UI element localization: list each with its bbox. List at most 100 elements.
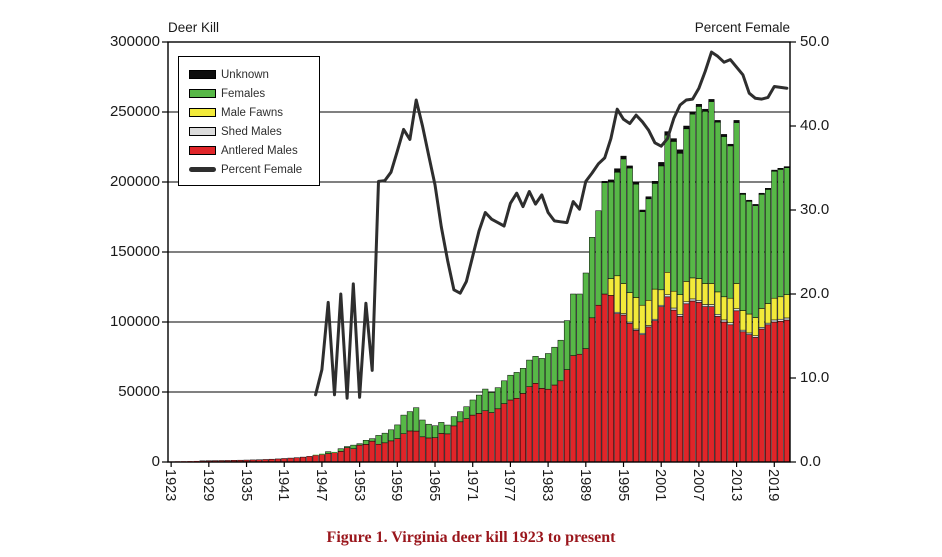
- bar-segment: [670, 138, 677, 142]
- bar-segment: [708, 101, 715, 284]
- bar-segment: [626, 165, 633, 169]
- bar-segment: [645, 300, 652, 326]
- bar-segment: [771, 319, 778, 323]
- bar-segment: [651, 181, 658, 184]
- bar-segment: [494, 387, 501, 410]
- bar-segment: [601, 182, 608, 295]
- bar-segment: [702, 306, 709, 463]
- bar-segment: [388, 429, 395, 442]
- bar-segment: [620, 283, 627, 314]
- legend-item: Unknown: [189, 65, 313, 84]
- bar-segment: [432, 425, 439, 438]
- bar-segment: [369, 440, 376, 463]
- bar-segment: [746, 201, 753, 315]
- x-axis-tick-label: 1959: [388, 469, 405, 502]
- bar-segment: [482, 388, 489, 412]
- bar-segment: [607, 295, 614, 463]
- figure-caption: Figure 1. Virginia deer kill 1923 to pre…: [326, 529, 616, 546]
- bar-segment: [526, 386, 533, 463]
- bar-segment: [350, 444, 357, 449]
- bar-segment: [582, 348, 589, 463]
- bar-segment: [633, 330, 640, 463]
- bar-segment: [733, 120, 740, 123]
- bar-segment: [356, 443, 363, 446]
- bar-segment: [783, 167, 790, 295]
- bar-segment: [419, 436, 426, 463]
- bar-segment: [463, 406, 470, 419]
- bar-segment: [589, 237, 596, 319]
- y-left-tick-label: 100000: [109, 313, 160, 330]
- bar-segment: [475, 413, 483, 463]
- bar-segment: [727, 143, 734, 147]
- bar-segment: [777, 321, 784, 463]
- bar-segment: [425, 423, 432, 439]
- percent-female-swatch-icon: [189, 167, 216, 172]
- bar-segment: [620, 155, 627, 160]
- legend-label: Male Fawns: [221, 106, 283, 119]
- bar-segment: [702, 304, 709, 307]
- bar-segment: [469, 414, 476, 463]
- bar-segment: [658, 289, 665, 306]
- bar-segment: [375, 443, 382, 463]
- bar-segment: [714, 121, 721, 293]
- bar-segment: [658, 306, 665, 463]
- bar-segment: [721, 134, 728, 137]
- bar-segment: [677, 316, 684, 463]
- y-left-tick-label: 200000: [109, 173, 160, 190]
- bar-segment: [300, 456, 307, 463]
- bar-segment: [764, 188, 772, 190]
- bar-segment: [633, 183, 640, 298]
- bar-segment: [739, 331, 746, 463]
- bar-segment: [689, 300, 696, 463]
- bar-segment: [733, 308, 740, 312]
- bar-segment: [764, 322, 772, 326]
- bar-segment: [727, 145, 734, 299]
- bar-segment: [432, 437, 439, 463]
- bar-segment: [394, 424, 401, 439]
- legend-item: Male Fawns: [189, 103, 313, 122]
- x-axis-tick-label: 1929: [199, 469, 216, 502]
- bar-segment: [413, 407, 420, 432]
- bar-segment: [758, 328, 765, 463]
- bar-segment: [318, 454, 325, 463]
- bar-segment: [589, 317, 596, 463]
- bar-segment: [545, 388, 552, 463]
- females-swatch-icon: [189, 89, 216, 98]
- bar-segment: [708, 306, 715, 463]
- legend-label: Shed Males: [221, 125, 282, 138]
- bar-segment: [733, 283, 740, 309]
- bar-segment: [419, 419, 426, 438]
- bar-segment: [777, 169, 784, 298]
- x-axis-tick-label: 1989: [576, 469, 593, 502]
- bar-segment: [746, 313, 753, 334]
- bar-segment: [695, 104, 702, 107]
- bar-segment: [538, 358, 545, 389]
- bar-segment: [494, 408, 501, 463]
- bar-segment: [532, 356, 539, 384]
- x-axis-tick-label: 1941: [275, 469, 292, 502]
- bar-segment: [563, 320, 570, 370]
- legend-item: Antlered Males: [189, 141, 313, 160]
- bar-segment: [312, 455, 319, 463]
- bar-segment: [545, 353, 552, 390]
- bar-segment: [664, 272, 671, 295]
- bar-segment: [362, 440, 369, 445]
- bar-segment: [607, 181, 614, 279]
- x-axis-tick-label: 1965: [426, 469, 443, 502]
- bar-segment: [758, 192, 765, 195]
- left-axis-title: Deer Kill: [168, 20, 220, 35]
- bar-segment: [532, 383, 539, 463]
- bar-segment: [633, 297, 640, 330]
- x-axis-tick-label: 1995: [614, 469, 631, 502]
- bar-segment: [639, 334, 646, 463]
- bar-segment: [337, 448, 344, 452]
- bar-segment: [469, 399, 476, 416]
- bar-segment: [344, 446, 351, 448]
- legend-label: Unknown: [221, 68, 269, 81]
- bar-segment: [620, 158, 627, 284]
- bar-segment: [457, 411, 464, 423]
- bar-segment: [695, 278, 702, 301]
- bar-segment: [538, 388, 545, 463]
- antlered-males-swatch-icon: [189, 146, 216, 155]
